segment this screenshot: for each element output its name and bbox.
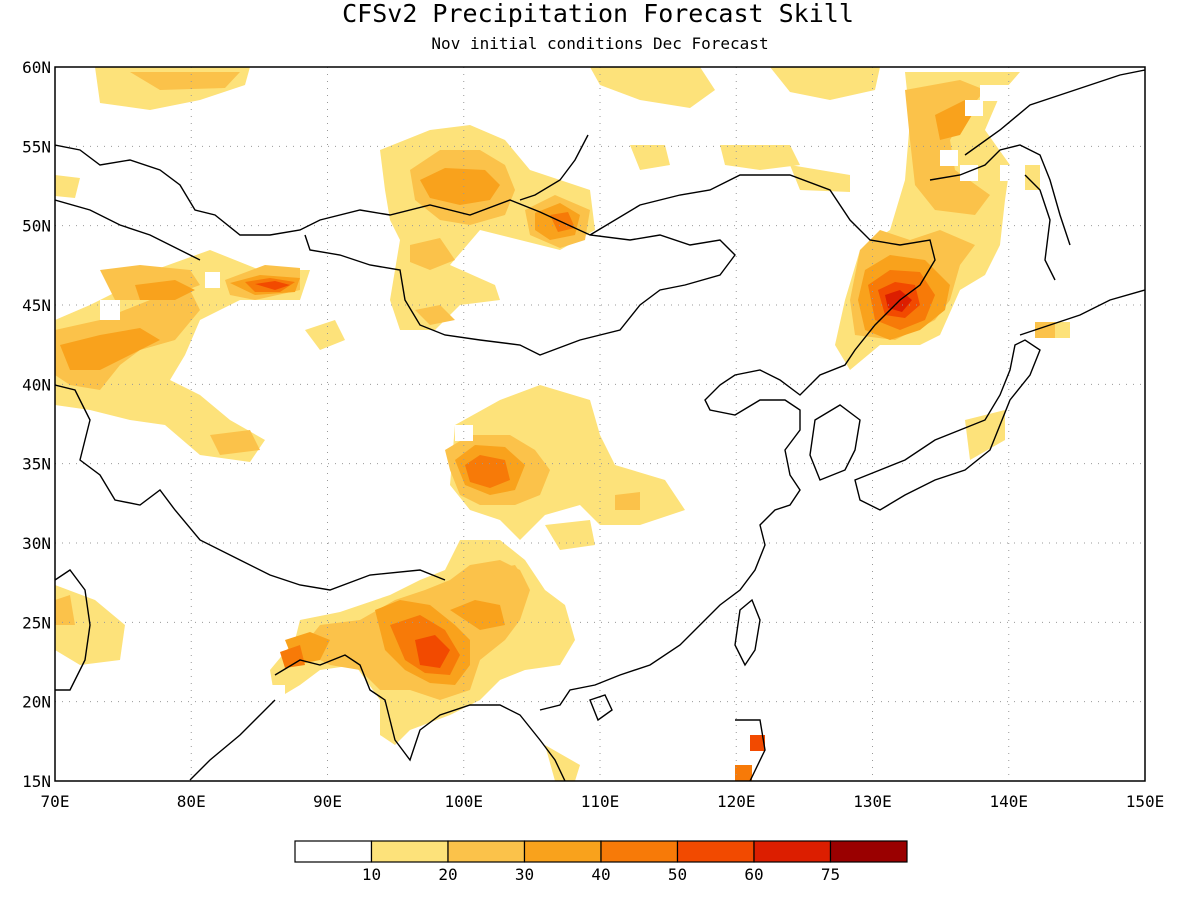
colorbar-label: 75 bbox=[821, 865, 840, 884]
skill-level-5 bbox=[255, 281, 920, 751]
lon-tick-label: 140E bbox=[989, 792, 1028, 811]
colorbar-swatch bbox=[676, 840, 755, 863]
lat-tick-label: 60N bbox=[22, 58, 51, 77]
lat-tick-label: 35N bbox=[22, 455, 51, 474]
colorbar-label: 40 bbox=[591, 865, 610, 884]
colorbar: 10 20 30 40 50 60 75 bbox=[294, 840, 908, 884]
colorbar-label: 20 bbox=[438, 865, 457, 884]
latitude-tick-labels: 15N 20N 25N 30N 35N 40N 45N 50N 55N 60N bbox=[22, 58, 51, 791]
lat-tick-label: 25N bbox=[22, 613, 51, 632]
longitude-tick-labels: 70E 80E 90E 100E 110E 120E 130E 140E 150E bbox=[41, 792, 1165, 811]
lat-tick-label: 55N bbox=[22, 137, 51, 156]
lat-tick-label: 30N bbox=[22, 534, 51, 553]
map-frame bbox=[54, 66, 1146, 782]
lon-tick-label: 70E bbox=[41, 792, 70, 811]
colorbar-swatch bbox=[753, 840, 832, 863]
lon-tick-label: 90E bbox=[313, 792, 342, 811]
map-subtitle: Nov initial conditions Dec Forecast bbox=[431, 34, 768, 53]
lon-tick-label: 150E bbox=[1126, 792, 1165, 811]
lat-tick-label: 15N bbox=[22, 772, 51, 791]
colorbar-swatch bbox=[600, 840, 679, 863]
colorbar-label: 60 bbox=[744, 865, 763, 884]
coastlines-borders bbox=[55, 69, 1145, 781]
colorbar-swatch bbox=[294, 840, 373, 863]
map-title: CFSv2 Precipitation Forecast Skill bbox=[342, 0, 854, 28]
lat-tick-label: 40N bbox=[22, 375, 51, 394]
colorbar-swatch bbox=[370, 840, 449, 863]
colorbar-label: 50 bbox=[668, 865, 687, 884]
colorbar-label: 30 bbox=[515, 865, 534, 884]
skill-shading bbox=[55, 67, 1070, 781]
lon-tick-label: 100E bbox=[444, 792, 483, 811]
colorbar-label: 10 bbox=[362, 865, 381, 884]
lon-tick-label: 110E bbox=[581, 792, 620, 811]
colorbar-swatch bbox=[829, 840, 908, 863]
colorbar-swatch bbox=[447, 840, 526, 863]
lat-tick-label: 45N bbox=[22, 296, 51, 315]
lat-tick-label: 20N bbox=[22, 693, 51, 712]
lon-tick-label: 130E bbox=[853, 792, 892, 811]
colorbar-swatch bbox=[523, 840, 602, 863]
lat-tick-label: 50N bbox=[22, 217, 51, 236]
lon-tick-label: 120E bbox=[717, 792, 756, 811]
lon-tick-label: 80E bbox=[177, 792, 206, 811]
